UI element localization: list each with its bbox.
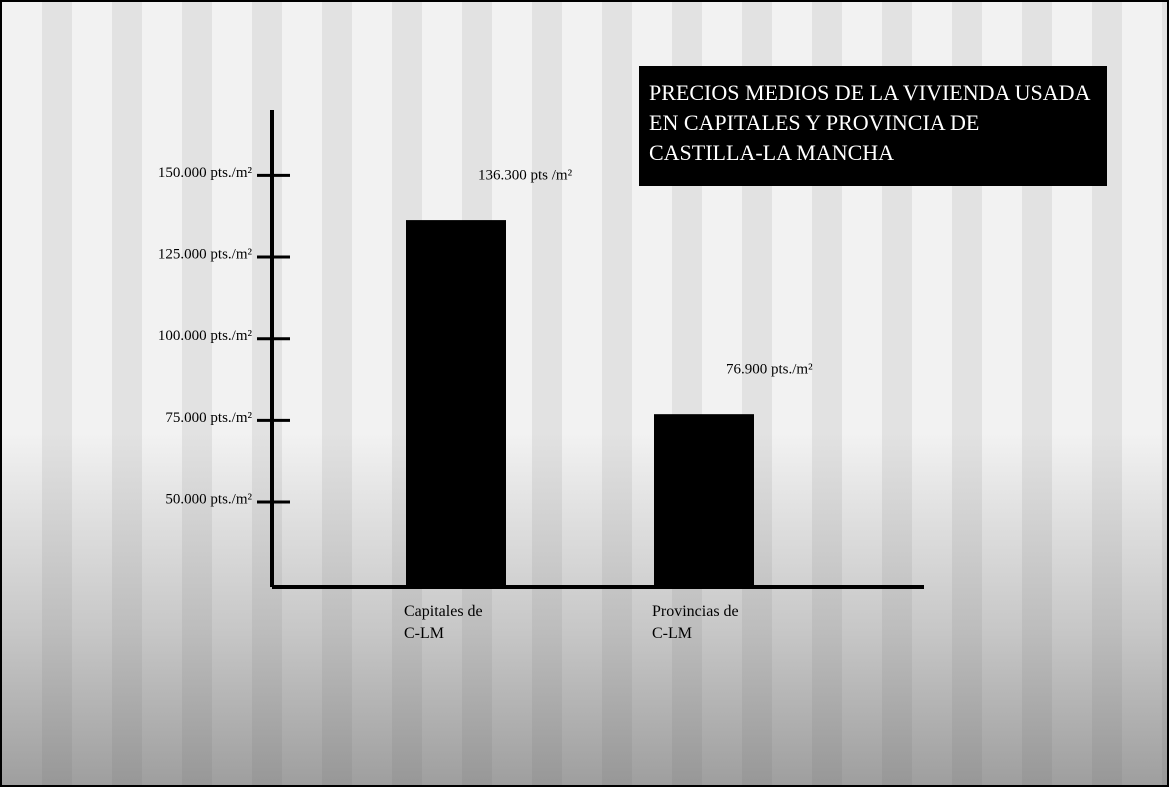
chart-frame: 50.000 pts./m² 75.000 pts./m² 100.000 pts.…: [0, 0, 1169, 787]
y-tick-label: 50.000 pts./m²: [165, 491, 252, 507]
chart-title: PRECIOS MEDIOS DE LA VIVIENDA USADA EN C…: [639, 66, 1107, 186]
y-tick-label: 100.000 pts./m²: [158, 328, 253, 344]
y-tick-label: 125.000 pts./m²: [158, 246, 253, 262]
y-tick-label: 75.000 pts./m²: [165, 410, 252, 426]
bar: [654, 414, 754, 587]
bar: [406, 220, 506, 587]
value-label: 136.300 pts /m²: [478, 168, 573, 184]
x-tick-label: Capitales de C-LM: [404, 601, 494, 645]
y-tick-label: 150.000 pts./m²: [158, 165, 253, 181]
x-tick-label: Provincias de C-LM: [652, 601, 742, 645]
value-label: 76.900 pts./m²: [726, 362, 813, 378]
